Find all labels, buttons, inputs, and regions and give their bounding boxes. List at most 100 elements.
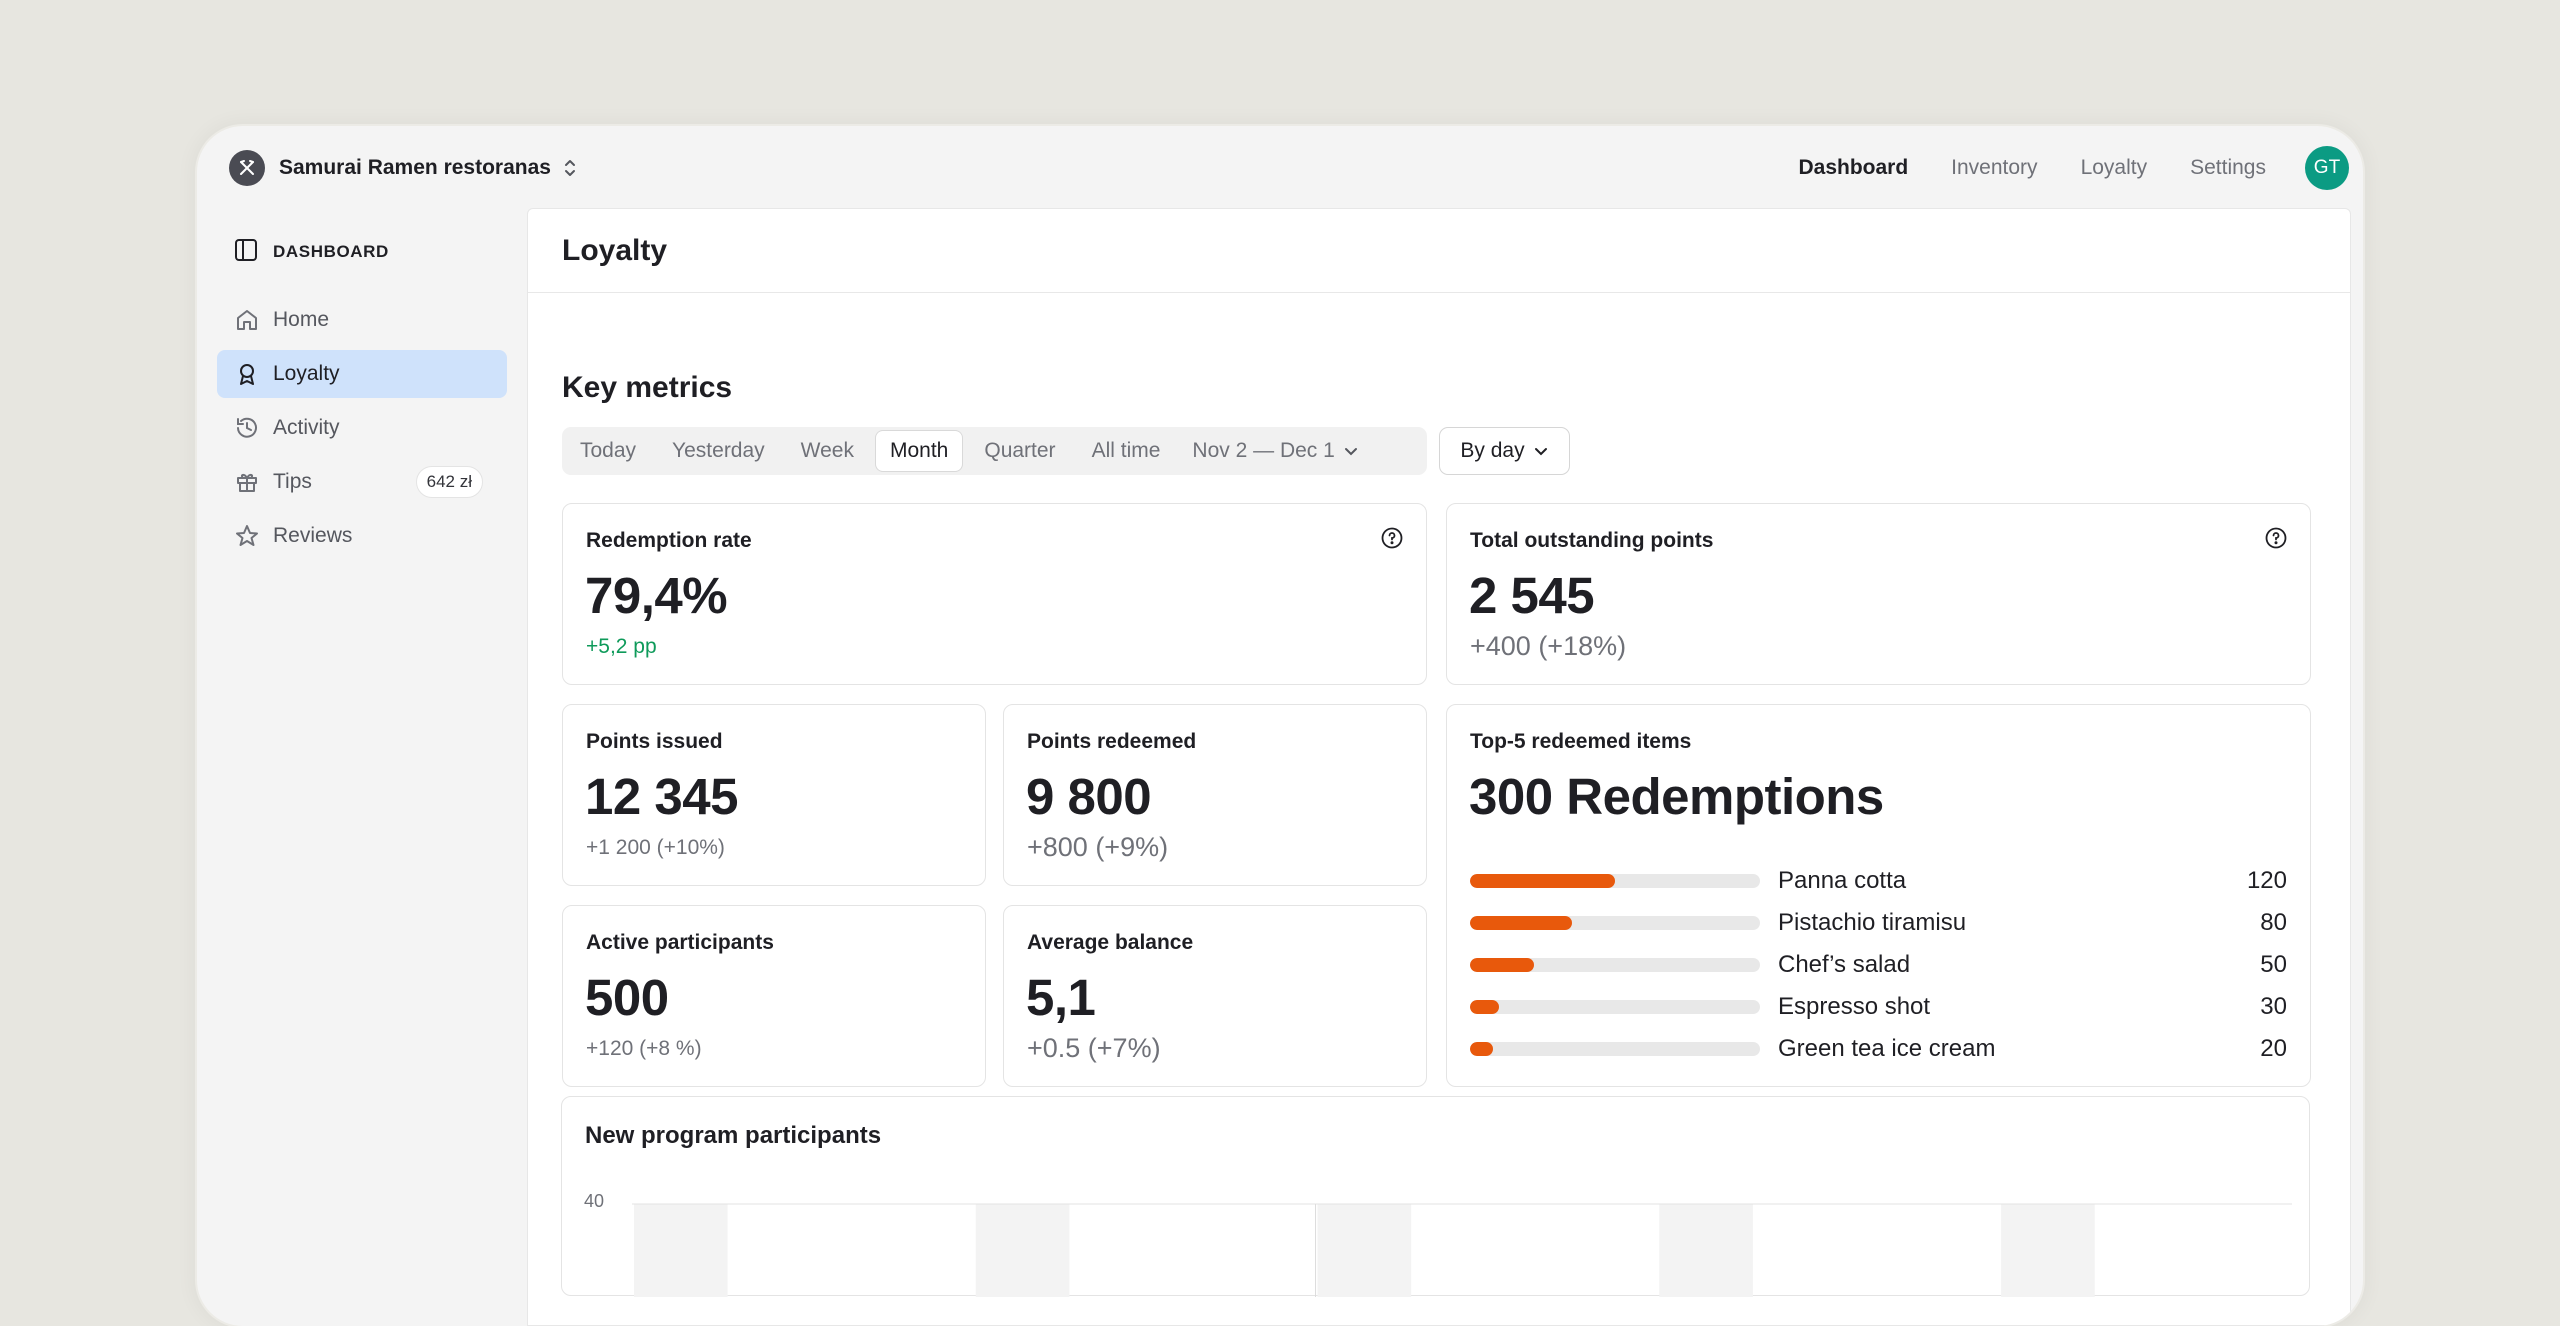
award-icon [233,360,261,388]
help-icon[interactable] [2264,526,2288,550]
redemption-rate-card: Redemption rate 79,4% +5,2 pp [562,503,1427,685]
chart-title: New program participants [585,1122,882,1149]
card-value: 9 800 [1026,768,1152,825]
average-balance-card: Average balance 5,1 +0.5 (+7%) [1003,905,1427,1087]
chevron-down-icon [1533,443,1549,459]
sidebar-header-label: DASHBOARD [273,242,389,261]
card-delta: +1 200 (+10%) [586,836,725,859]
sidebar-item-label: Reviews [273,524,353,547]
sidebar-item-label: Tips [273,470,312,493]
star-icon [233,522,261,550]
list-item: Espresso shot 30 [1470,986,2287,1028]
card-value: 2 545 [1469,567,1595,624]
card-value: 5,1 [1026,969,1096,1026]
period-week[interactable]: Week [800,439,854,462]
bar-track [1470,1000,1760,1014]
card-label: Active participants [586,931,774,954]
card-value: 79,4% [585,567,728,624]
sidebar-panel-icon [233,237,259,268]
nav-loyalty[interactable]: Loyalty [2080,156,2148,179]
sidebar-item-reviews[interactable]: Reviews [217,512,507,560]
participants-bar-chart [632,1203,2292,1297]
item-name: Pistachio tiramisu [1778,909,1967,936]
list-item: Pistachio tiramisu 80 [1470,902,2287,944]
card-delta: +400 (+18%) [1470,631,1627,661]
period-all-time[interactable]: All time [1091,439,1161,462]
item-name: Panna cotta [1778,867,1907,894]
item-value: 20 [2260,1035,2287,1062]
page-header: Loyalty [528,209,2350,293]
period-selector: Today Yesterday Week Month Quarter All t… [562,427,1427,475]
weekend-shade [975,1204,1070,1297]
bar-fill [1470,874,1615,888]
tips-amount-badge: 642 zł [415,466,483,498]
org-name: Samurai Ramen restoranas [279,156,551,179]
outstanding-points-card: Total outstanding points 2 545 +400 (+18… [1446,503,2311,685]
user-avatar[interactable]: GT [2305,146,2349,190]
top-nav: Dashboard Inventory Loyalty Settings GT [1798,146,2349,190]
nav-dashboard[interactable]: Dashboard [1798,156,1909,179]
points-issued-card: Points issued 12 345 +1 200 (+10%) [562,704,986,886]
y-tick-label: 40 [584,1191,605,1211]
weekend-shade [1659,1204,1753,1297]
period-month[interactable]: Month [875,431,963,471]
bar-fill [1470,958,1534,972]
period-today[interactable]: Today [580,439,637,462]
page-title: Loyalty [562,233,668,267]
weekend-shade [1317,1204,1412,1297]
top-items-list: Panna cotta 120 Pistachio tiramisu 80 Ch… [1470,860,2287,1070]
card-delta: +0.5 (+7%) [1027,1033,1161,1063]
sidebar-item-label: Home [273,308,330,331]
sidebar-item-label: Activity [273,416,340,439]
gift-icon [233,468,261,496]
app-window: Samurai Ramen restoranas Dashboard Inven… [197,126,2363,1326]
date-range-label: Nov 2 — Dec 1 [1192,439,1335,462]
bar-fill [1470,1000,1499,1014]
bar-fill [1470,916,1572,930]
points-redeemed-card: Points redeemed 9 800 +800 (+9%) [1003,704,1427,886]
sidebar-item-label: Loyalty [273,362,340,385]
sidebar-item-activity[interactable]: Activity [217,404,507,452]
org-switcher[interactable]: Samurai Ramen restoranas [229,150,577,186]
top-bar: Samurai Ramen restoranas Dashboard Inven… [197,126,2363,208]
period-quarter[interactable]: Quarter [984,439,1056,462]
card-delta: +800 (+9%) [1027,832,1169,862]
active-participants-card: Active participants 500 +120 (+8 %) [562,905,986,1087]
period-yesterday[interactable]: Yesterday [672,439,765,462]
item-value: 80 [2260,909,2287,936]
card-label: Points issued [586,730,723,753]
chevron-down-icon [1343,443,1359,459]
bar-track [1470,874,1760,888]
item-name: Chef’s salad [1778,951,1911,978]
date-range-picker[interactable]: Nov 2 — Dec 1 [1182,431,1368,471]
sidebar-item-tips[interactable]: Tips 642 zł [217,458,507,506]
help-icon[interactable] [1380,526,1404,550]
section-title: Key metrics [562,371,733,404]
card-value: 300 Redemptions [1469,768,1884,825]
top-redeemed-items-card: Top-5 redeemed items 300 Redemptions Pan… [1446,704,2311,1087]
list-item: Panna cotta 120 [1470,860,2287,902]
weekend-shade [2001,1204,2095,1297]
sidebar-item-loyalty[interactable]: Loyalty [217,350,507,398]
history-icon [233,414,261,442]
nav-inventory[interactable]: Inventory [1951,156,2038,179]
item-value: 50 [2260,951,2287,978]
item-value: 120 [2246,867,2287,894]
card-label: Points redeemed [1027,730,1197,753]
granularity-select[interactable]: By day [1439,427,1570,475]
bar-track [1470,958,1760,972]
home-icon [233,306,261,334]
sidebar-header[interactable]: DASHBOARD [217,208,507,296]
weekend-shade [634,1204,728,1297]
card-delta: +5,2 pp [586,635,657,658]
card-value: 500 [585,969,669,1026]
nav-settings[interactable]: Settings [2190,156,2266,179]
chevron-up-down-icon [563,158,577,178]
list-item: Chef’s salad 50 [1470,944,2287,986]
sidebar-item-home[interactable]: Home [217,296,507,344]
item-value: 30 [2260,993,2287,1020]
item-name: Espresso shot [1778,993,1931,1020]
card-delta: +120 (+8 %) [586,1037,702,1060]
bar-track [1470,1042,1760,1056]
list-item: Green tea ice cream 20 [1470,1028,2287,1070]
